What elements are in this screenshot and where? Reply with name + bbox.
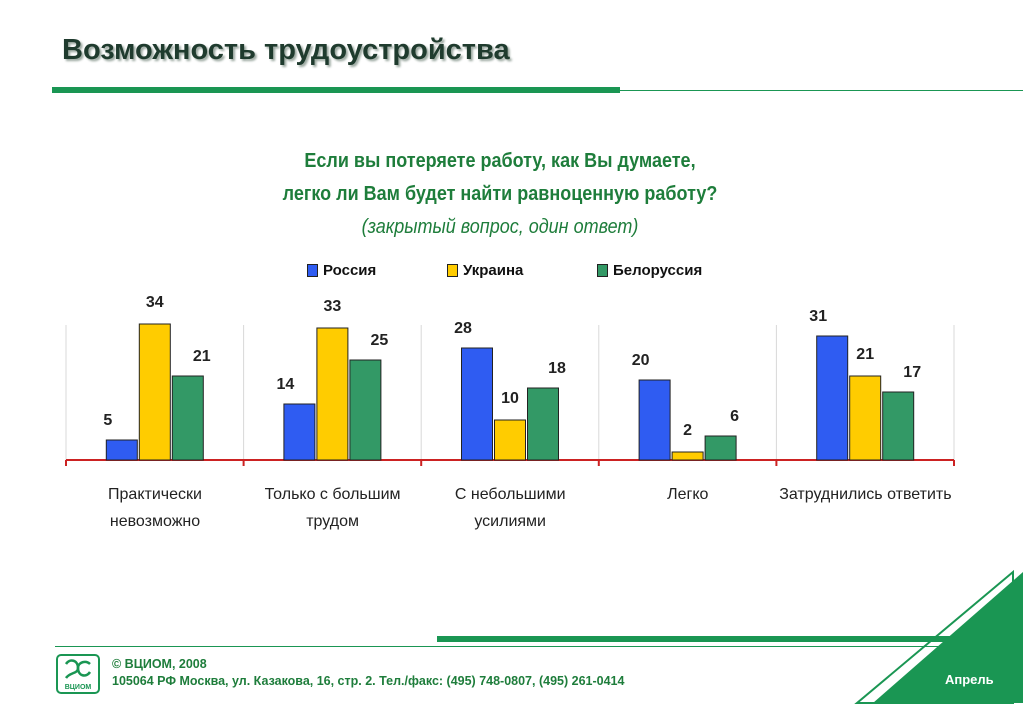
bar-1-4 xyxy=(849,375,882,461)
category-label-line: Практически xyxy=(108,486,202,503)
data-label-1-1: 33 xyxy=(324,298,342,315)
data-label-2-1: 25 xyxy=(371,332,389,349)
legend-label: Россия xyxy=(323,262,377,279)
bar-0-1 xyxy=(283,403,316,461)
logo-text: ВЦИОМ xyxy=(65,684,92,691)
bar-1-0 xyxy=(138,323,171,461)
bar-0-3 xyxy=(638,379,671,461)
bar-0-2 xyxy=(461,347,493,461)
category-label-line: Легко xyxy=(667,486,709,503)
legend-label: Украина xyxy=(463,262,524,279)
category-label-2: С небольшими усилиями xyxy=(421,481,599,535)
legend-swatch xyxy=(307,264,318,277)
footer-rule-thin xyxy=(55,646,940,647)
footer-rule-thick xyxy=(437,636,960,642)
data-label-2-0: 21 xyxy=(193,348,211,365)
question-line-2: легко ли Вам будет найти равноценную раб… xyxy=(282,183,718,205)
category-label-line: трудом xyxy=(306,513,359,530)
bar-1-2 xyxy=(494,419,526,461)
footer-address: 105064 РФ Москва, ул. Казакова, 16, стр.… xyxy=(112,674,625,688)
legend-item-2: Белоруссия xyxy=(597,262,702,279)
vciom-logo: ВЦИОМ xyxy=(56,654,100,694)
legend-item-0: Россия xyxy=(307,262,376,279)
bar-2-4 xyxy=(882,391,915,461)
data-label-2-3: 6 xyxy=(730,408,739,425)
data-label-0-0: 5 xyxy=(103,412,112,429)
question-text: Если вы потеряете работу, как Вы думаете… xyxy=(230,145,770,244)
data-label-0-2: 28 xyxy=(454,320,472,337)
category-label-4: Затруднились ответить xyxy=(776,481,954,508)
title-underline-thin xyxy=(620,90,1023,91)
legend-swatch xyxy=(597,264,608,277)
data-label-2-2: 18 xyxy=(548,360,566,377)
bar-2-0 xyxy=(171,375,204,461)
category-label-0: Практически невозможно xyxy=(66,481,244,535)
bar-1-3 xyxy=(671,451,704,461)
data-label-0-1: 14 xyxy=(277,376,295,393)
category-label-line: С небольшими xyxy=(454,486,566,503)
data-label-0-4: 31 xyxy=(809,308,827,325)
category-label-line: Только с большим xyxy=(264,486,401,503)
bar-2-1 xyxy=(349,359,382,461)
footer-copyright: © ВЦИОМ, 2008 xyxy=(112,657,207,671)
category-label-3: Легко xyxy=(599,481,777,508)
data-label-1-0: 34 xyxy=(146,294,164,311)
page-title: Возможность трудоустройства xyxy=(62,34,510,66)
category-label-line: усилиями xyxy=(474,513,546,530)
legend-swatch xyxy=(447,264,458,277)
footer-text: © ВЦИОМ, 2008 105064 РФ Москва, ул. Каза… xyxy=(112,656,624,690)
legend-label: Белоруссия xyxy=(613,262,703,279)
bar-0-4 xyxy=(816,335,849,461)
chart-legend: Россия Украина Белоруссия xyxy=(0,262,1023,282)
bar-1-1 xyxy=(316,327,349,461)
legend-item-1: Украина xyxy=(447,262,523,279)
month-label: Апрель xyxy=(945,672,994,687)
bar-0-0 xyxy=(105,439,138,461)
question-line-1: Если вы потеряете работу, как Вы думаете… xyxy=(304,150,696,172)
bar-2-2 xyxy=(527,387,559,461)
data-label-1-4: 21 xyxy=(856,346,874,363)
data-label-0-3: 20 xyxy=(632,352,650,369)
category-label-line: невозможно xyxy=(109,513,201,530)
data-label-1-3: 2 xyxy=(683,422,692,439)
data-label-2-4: 17 xyxy=(903,364,921,381)
data-label-1-2: 10 xyxy=(501,390,519,407)
category-label-line: Затруднились ответить xyxy=(779,486,952,503)
question-note: (закрытый вопрос, один ответ) xyxy=(361,216,639,238)
title-underline-thick xyxy=(52,87,620,93)
category-label-1: Только с большим трудом xyxy=(244,481,422,535)
bar-2-3 xyxy=(704,435,737,461)
